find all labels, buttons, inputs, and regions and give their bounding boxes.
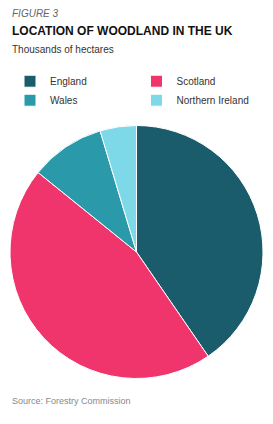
svg-text:Northern Ireland: Northern Ireland [177, 95, 249, 106]
svg-text:FIGURE 3: FIGURE 3 [12, 8, 59, 19]
svg-text:Thousands of hectares: Thousands of hectares [12, 44, 114, 55]
svg-text:LOCATION OF WOODLAND IN THE UK: LOCATION OF WOODLAND IN THE UK [12, 24, 233, 38]
svg-text:Source: Forestry Commission: Source: Forestry Commission [12, 396, 131, 406]
svg-text:Scotland: Scotland [177, 76, 216, 87]
svg-text:Wales: Wales [50, 95, 77, 106]
svg-text:England: England [50, 76, 87, 87]
